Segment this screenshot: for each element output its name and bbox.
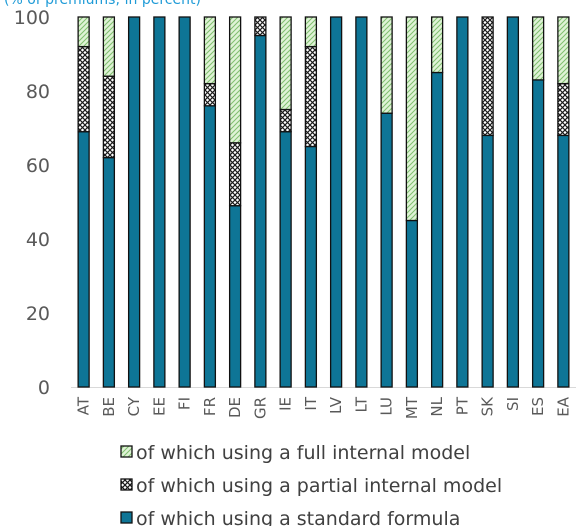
y-tick-label: 60 (26, 155, 50, 177)
bar-segment-full-ie (279, 16, 292, 111)
x-tick-label-cy: CY (125, 396, 143, 416)
bar-segment-standard-at (77, 131, 90, 388)
bar-segment-standard-fr (203, 105, 217, 388)
bar-segment-partial-sk (481, 16, 494, 137)
legend-label-full: of which using a full internal model (136, 442, 470, 464)
x-tick-label-lu: LU (378, 397, 396, 416)
bar-segment-standard-lt (355, 16, 368, 388)
bar-segment-full-es (531, 16, 545, 81)
bar-segment-full-nl (430, 16, 444, 74)
x-tick-label-ee: EE (150, 397, 168, 416)
bar-segment-partial-ie (279, 108, 292, 133)
x-tick-label-fr: FR (201, 397, 219, 416)
bar-segment-standard-it (304, 145, 318, 388)
y-tick-label: 40 (26, 229, 50, 251)
bar-segment-standard-sk (481, 134, 494, 388)
legend-swatch-standard (120, 511, 133, 524)
y-tick-label: 100 (14, 7, 50, 29)
x-tick-label-lv: LV (327, 396, 345, 414)
bar-segment-standard-ee (153, 16, 166, 388)
bar-segment-partial-de (228, 142, 242, 207)
x-tick-label-at: AT (75, 396, 93, 415)
chart-subtitle: (% of premiums; in percent) (4, 0, 201, 8)
legend-label-partial: of which using a partial internal model (136, 475, 502, 497)
x-tick-label-ie: IE (277, 397, 295, 411)
x-tick-label-si: SI (504, 397, 522, 411)
x-tick-label-lt: LT (352, 396, 370, 412)
bar-segment-standard-gr (254, 34, 267, 388)
legend: of which using a full internal model of w… (120, 442, 502, 526)
y-tick-label: 0 (38, 377, 50, 399)
bar-segment-full-it (304, 16, 318, 48)
legend-swatch-partial (120, 478, 133, 491)
legend-label-standard: of which using a standard formula (136, 508, 460, 526)
bar-segment-full-lu (380, 16, 393, 114)
bar-segment-full-ea (557, 16, 570, 85)
bar-segment-standard-ie (279, 131, 292, 388)
bar-segment-partial-at (77, 45, 90, 133)
bar-segment-partial-ea (557, 82, 570, 137)
x-tick-label-ea: EA (554, 396, 572, 416)
bar-segment-standard-ea (557, 134, 570, 388)
bar-segment-partial-it (304, 45, 318, 148)
x-tick-label-nl: NL (428, 396, 446, 416)
x-tick-label-de: DE (226, 397, 244, 418)
x-tick-label-es: ES (529, 397, 547, 416)
bar-segment-partial-fr (203, 82, 217, 107)
bar-segment-standard-es (531, 79, 545, 388)
bar-segment-full-be (102, 16, 116, 77)
bar-segment-standard-si (506, 16, 520, 388)
x-tick-label-sk: SK (479, 396, 497, 417)
bar-segment-standard-pt (456, 16, 469, 388)
x-tick-label-it: IT (302, 396, 320, 410)
legend-swatch-full (120, 445, 133, 458)
bar-segment-partial-be (102, 75, 116, 159)
bar-segment-standard-be (102, 156, 116, 388)
x-tick-label-gr: GR (251, 397, 269, 419)
bar-segment-standard-mt (405, 219, 419, 388)
bar-segment-partial-gr (254, 16, 267, 37)
y-tick-label: 20 (26, 303, 50, 325)
bar-segment-full-at (77, 16, 90, 48)
bar-segment-standard-lu (380, 112, 393, 388)
x-tick-label-be: BE (100, 397, 118, 417)
bar-segment-standard-cy (127, 16, 141, 388)
bar-segment-standard-de (228, 205, 242, 388)
bar-segment-full-de (228, 16, 242, 144)
bar-segment-standard-lv (329, 16, 343, 388)
x-tick-label-pt: PT (453, 396, 471, 415)
y-tick-label: 80 (26, 81, 50, 103)
bars (77, 16, 570, 388)
bar-segment-standard-fi (178, 16, 191, 388)
bar-segment-full-mt (405, 16, 419, 222)
bar-segment-standard-nl (430, 71, 444, 388)
x-tick-label-fi: FI (176, 397, 194, 410)
x-tick-label-mt: MT (403, 396, 421, 419)
bar-segment-full-fr (203, 16, 217, 85)
